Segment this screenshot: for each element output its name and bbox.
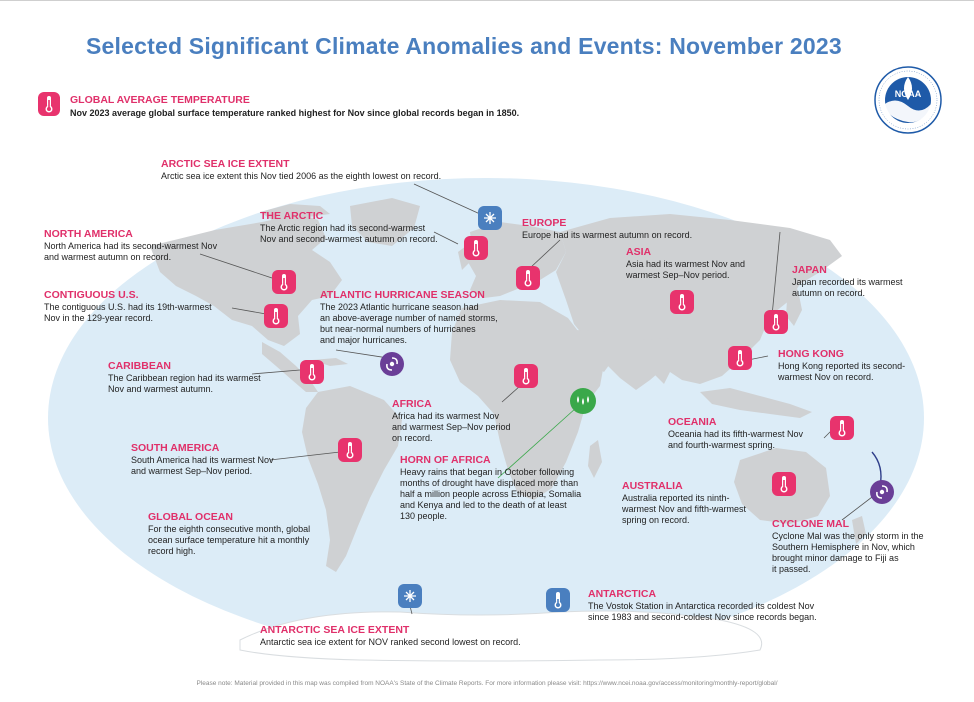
thermometer-icon — [830, 416, 854, 440]
thermometer-icon — [38, 92, 60, 116]
hurricane-icon — [870, 480, 894, 504]
thermometer-icon — [764, 310, 788, 334]
land-japan — [786, 284, 802, 326]
rain-icon — [570, 388, 596, 414]
hurricane-icon — [380, 352, 404, 376]
leader-lines — [199, 183, 877, 615]
event-oceania: OCEANIA Oceania had its fifth-warmest No… — [668, 416, 804, 450]
land-southeast-asia-islands — [700, 388, 812, 418]
land-north-america — [150, 214, 342, 346]
event-africa: AFRICA Africa had its warmest Nov and wa… — [392, 398, 511, 443]
top-rule — [0, 0, 974, 1]
thermometer-icon — [670, 290, 694, 314]
thermometer-icon — [772, 472, 796, 496]
land-south-america — [302, 386, 402, 572]
event-north-america: NORTH AMERICA North America had its seco… — [44, 228, 218, 262]
land-africa — [450, 300, 604, 500]
land-madagascar — [588, 440, 602, 478]
event-antarctica: ANTARCTICA The Vostok Station in Antarct… — [588, 588, 817, 622]
land-arabia — [576, 330, 620, 372]
land-asia — [556, 214, 842, 390]
thermometer-icon — [546, 588, 570, 612]
thermometer-icon — [264, 304, 288, 328]
event-south-america: SOUTH AMERICA South America had its warm… — [131, 442, 274, 476]
event-arctic-sea-ice: ARCTIC SEA ICE EXTENT Arctic sea ice ext… — [161, 158, 442, 181]
land-arctic-islands — [260, 204, 330, 220]
thermometer-icon — [338, 438, 362, 462]
land-greenland — [350, 198, 420, 246]
thermometer-icon — [514, 364, 538, 388]
event-antarctic-sea-ice: ANTARCTIC SEA ICE EXTENT Antarctic sea i… — [260, 624, 521, 647]
global-temp-title: GLOBAL AVERAGE TEMPERATURE — [70, 94, 250, 106]
land-new-zealand — [852, 516, 866, 544]
event-the-arctic: THE ARCTIC The Arctic region had its sec… — [260, 210, 438, 244]
thermometer-icon — [464, 236, 488, 260]
thermometer-icon — [728, 346, 752, 370]
land-antarctica — [239, 610, 762, 662]
thermometer-icon — [300, 360, 324, 384]
page-title: Selected Significant Climate Anomalies a… — [86, 33, 842, 59]
event-caribbean: CARIBBEAN The Caribbean region had its w… — [108, 360, 261, 394]
event-cyclone-mal: CYCLONE MAL Cyclone Mal was the only sto… — [772, 518, 924, 574]
event-hong-kong: HONG KONG Hong Kong reported its second-… — [778, 348, 906, 382]
land-india — [640, 338, 676, 384]
thermometer-icon — [272, 270, 296, 294]
event-global-ocean: GLOBAL OCEAN For the eighth consecutive … — [148, 511, 311, 556]
event-asia: ASIA Asia had its warmest Nov and warmes… — [626, 246, 746, 280]
footer-note: Please note: Material provided in this m… — [196, 680, 778, 687]
ice-icon — [478, 206, 502, 230]
event-contiguous-us: CONTIGUOUS U.S. The contiguous U.S. had … — [44, 289, 212, 323]
land-europe — [468, 222, 566, 298]
ice-icon — [398, 584, 422, 608]
thermometer-icon — [516, 266, 540, 290]
event-japan: JAPAN Japan recorded its warmest autumn … — [792, 264, 903, 298]
global-temp-text: Nov 2023 average global surface temperat… — [70, 108, 520, 118]
event-australia: AUSTRALIA Australia reported its ninth- … — [622, 480, 747, 525]
noaa-logo: NOAA — [874, 66, 942, 134]
logo-text: NOAA — [895, 89, 922, 99]
event-horn-of-africa: HORN OF AFRICA Heavy rains that began in… — [400, 454, 582, 521]
event-atlantic-hurricane: ATLANTIC HURRICANE SEASON The 2023 Atlan… — [320, 289, 498, 345]
event-europe: EUROPE Europe had its warmest autumn on … — [522, 217, 693, 240]
